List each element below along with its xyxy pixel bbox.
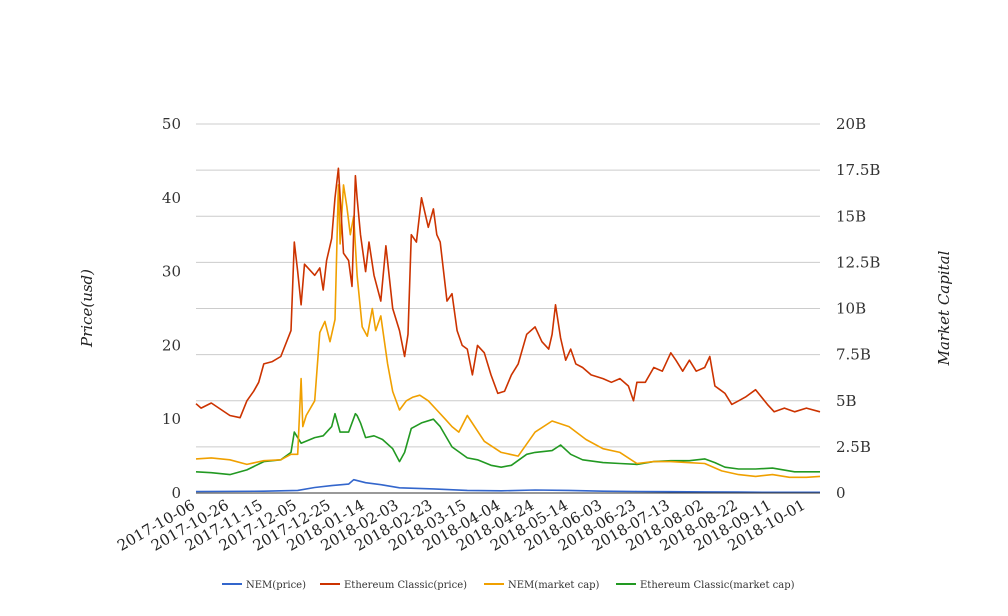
- series-line-ethereum-classic-price: [195, 167, 821, 419]
- y-tick-label: 30: [162, 263, 181, 281]
- legend: NEM(price) Ethereum Classic(price) NEM(mar…: [222, 580, 795, 591]
- y2-tick-label: 20B: [836, 115, 866, 133]
- y2-tick-label: 12.5B: [836, 253, 880, 271]
- legend-label: Ethereum Classic(price): [344, 580, 467, 591]
- y2-tick-label: 2.5B: [836, 438, 871, 456]
- series-line-ethereum-classic-market-cap: [195, 412, 820, 476]
- y-tick-label: 40: [162, 189, 181, 207]
- legend-label: NEM(price): [246, 580, 306, 591]
- y2-tick-label: 17.5B: [836, 161, 880, 179]
- y-tick-label: 50: [162, 115, 181, 133]
- y2-tick-label: 10B: [836, 300, 866, 318]
- legend-label: Ethereum Classic(market cap): [640, 580, 795, 591]
- series-line-nem-market-cap: [195, 184, 821, 479]
- left-axis-ticks: 0 10 20 30 40 50: [162, 115, 181, 502]
- y-tick-label: 20: [162, 336, 181, 354]
- x-axis-ticks: 2017-10-062017-10-262017-11-152017-12-05…: [114, 496, 808, 555]
- y2-tick-label: 5B: [836, 392, 857, 410]
- right-axis-ticks: 0 2.5B 5B 7.5B 10B 12.5B 15B 17.5B 20B: [836, 115, 880, 502]
- y2-tick-label: 0: [836, 484, 846, 502]
- y-tick-label: 10: [162, 410, 181, 428]
- series-line-nem-price: [195, 478, 820, 494]
- y-axis-title: Price(usd): [78, 269, 96, 348]
- y2-tick-label: 7.5B: [836, 346, 871, 364]
- y2-axis-title: Market Capital: [935, 250, 953, 366]
- gridlines: [196, 123, 820, 448]
- y-tick-label: 0: [171, 484, 181, 502]
- series-lines: [195, 167, 821, 494]
- y2-tick-label: 15B: [836, 207, 866, 225]
- legend-label: NEM(market cap): [508, 580, 600, 591]
